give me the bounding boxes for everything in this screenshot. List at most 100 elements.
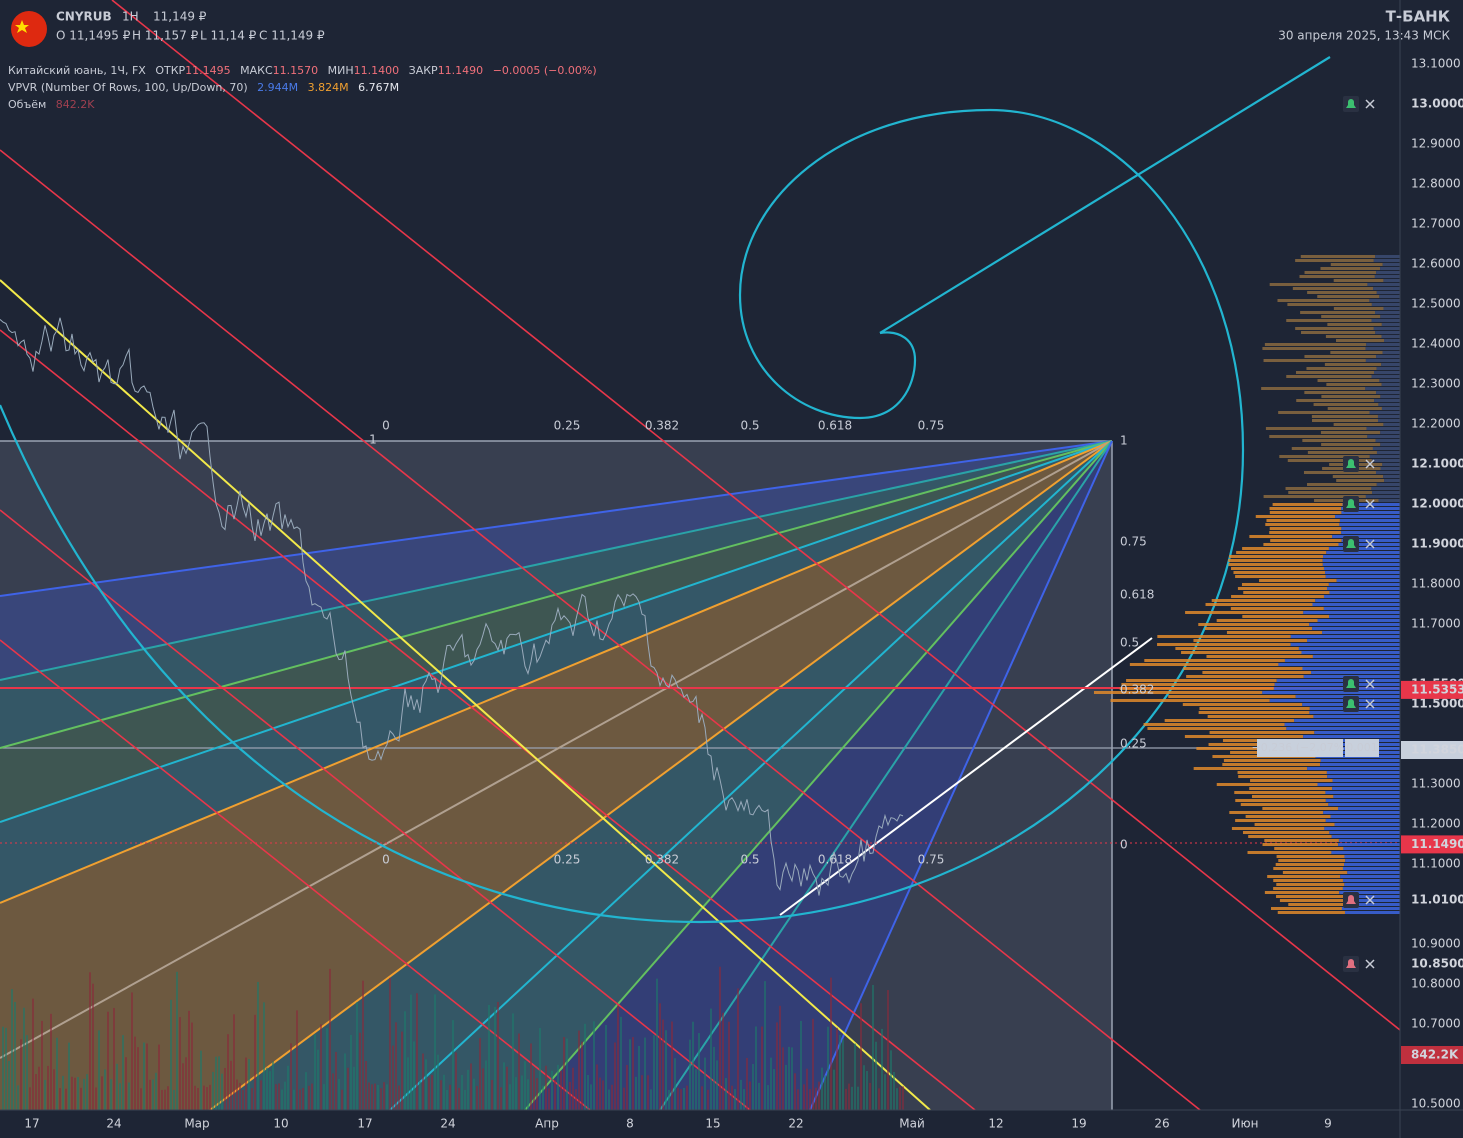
volume-bar xyxy=(644,1037,646,1110)
profile-bar xyxy=(1238,775,1328,778)
profile-bar xyxy=(1278,663,1400,666)
profile-bar xyxy=(1307,451,1377,454)
remove-icon[interactable] xyxy=(1365,539,1375,549)
volume-bar xyxy=(806,1068,808,1110)
profile-bar xyxy=(1326,383,1382,386)
remove-icon[interactable] xyxy=(1365,959,1375,969)
alert-bell xyxy=(1346,895,1356,904)
profile-bar xyxy=(1322,559,1400,562)
profile-bar xyxy=(1198,623,1310,626)
profile-bar xyxy=(1331,851,1400,854)
profile-bar xyxy=(1307,639,1400,642)
profile-bar xyxy=(1378,403,1400,406)
profile-bar xyxy=(1183,667,1303,670)
remove-icon[interactable] xyxy=(1365,699,1375,709)
fib-label: 0.75 xyxy=(918,419,945,433)
profile-bar xyxy=(1269,511,1342,514)
volume-bar xyxy=(518,1033,520,1110)
volume-bar xyxy=(641,1075,643,1110)
time-tick-label: 10 xyxy=(273,1117,288,1131)
volume-bar xyxy=(665,1030,667,1110)
profile-bar xyxy=(1344,883,1400,886)
profile-bar xyxy=(1323,607,1400,610)
profile-bar xyxy=(1373,371,1400,374)
profile-bar xyxy=(1236,551,1327,554)
fan-line xyxy=(809,440,1113,1110)
volume-bar xyxy=(860,1003,862,1110)
profile-bar xyxy=(1322,563,1400,566)
profile-bar xyxy=(1242,547,1329,550)
volume-bar xyxy=(695,1069,697,1110)
profile-bar xyxy=(1376,483,1400,486)
profile-bar xyxy=(1325,799,1400,802)
price-tick-label: 12.8000 xyxy=(1411,177,1461,191)
fib-label: 0.618 xyxy=(818,853,852,867)
volume-bar xyxy=(509,1084,511,1110)
time-tick-label: 19 xyxy=(1071,1117,1086,1131)
profile-bar xyxy=(1300,255,1376,258)
profile-bar xyxy=(1328,547,1400,550)
profile-bar xyxy=(1270,539,1342,542)
volume-bar xyxy=(707,1089,709,1110)
profile-bar xyxy=(1262,843,1339,846)
time-tick-label: Мар xyxy=(184,1117,209,1131)
remove-icon[interactable] xyxy=(1365,895,1375,905)
profile-bar xyxy=(1164,719,1295,722)
alert-bell xyxy=(1346,499,1356,508)
volume-bar xyxy=(743,1089,745,1110)
volume-bar xyxy=(863,1065,865,1110)
volume-bar xyxy=(71,1076,73,1110)
profile-bar xyxy=(1157,635,1291,638)
volume-bar xyxy=(632,1037,634,1110)
fib-label: 1 xyxy=(369,433,377,447)
time-tick-label: 12 xyxy=(988,1117,1003,1131)
profile-bar xyxy=(1240,803,1329,806)
volume-bar xyxy=(242,1089,244,1110)
profile-bar xyxy=(1321,315,1381,318)
price-tick-label: 10.5000 xyxy=(1411,1097,1461,1111)
alert-bell xyxy=(1346,679,1356,688)
volume-bar xyxy=(11,989,13,1110)
volume-bar xyxy=(818,1081,820,1110)
volume-bar xyxy=(188,1010,190,1110)
profile-bar xyxy=(1344,895,1400,898)
price-path xyxy=(0,317,904,896)
price-tick-label: 11.8000 xyxy=(1411,577,1461,591)
profile-bar xyxy=(1314,731,1400,734)
profile-bar xyxy=(1241,583,1329,586)
time-tick-label: 26 xyxy=(1154,1117,1169,1131)
volume-bar xyxy=(731,1085,733,1110)
profile-bar xyxy=(1330,351,1383,354)
channel-line xyxy=(111,0,1400,1032)
volume-bar xyxy=(560,1070,562,1110)
volume-bar xyxy=(365,1061,367,1110)
profile-bar xyxy=(1371,459,1400,462)
profile-bar xyxy=(1376,451,1400,454)
profile-bar xyxy=(1342,879,1400,882)
profile-bar xyxy=(1333,279,1384,282)
volume-bar xyxy=(869,1082,871,1110)
profile-bar xyxy=(1278,411,1370,414)
profile-bar xyxy=(1303,611,1400,614)
volume-bar xyxy=(155,1072,157,1110)
profile-bar xyxy=(1380,267,1400,270)
volume-bar xyxy=(548,1088,550,1110)
ohlc: H 11,157 ₽ xyxy=(132,29,199,43)
profile-bar xyxy=(1341,907,1400,910)
profile-bar xyxy=(1311,419,1378,422)
profile-bar xyxy=(1311,415,1378,418)
profile-bar xyxy=(1338,839,1400,842)
volume-bar xyxy=(68,1042,70,1110)
volume-bar xyxy=(341,1089,343,1110)
remove-icon[interactable] xyxy=(1365,459,1375,469)
volume-bar xyxy=(653,1035,655,1110)
volume-bar xyxy=(524,1061,526,1110)
remove-icon[interactable] xyxy=(1365,99,1375,109)
remove-icon[interactable] xyxy=(1365,679,1375,689)
profile-bar xyxy=(1372,491,1400,494)
profile-bar xyxy=(1303,735,1400,738)
volume-bar xyxy=(122,1035,124,1110)
remove-icon[interactable] xyxy=(1365,499,1375,509)
profile-bar xyxy=(1292,287,1374,290)
